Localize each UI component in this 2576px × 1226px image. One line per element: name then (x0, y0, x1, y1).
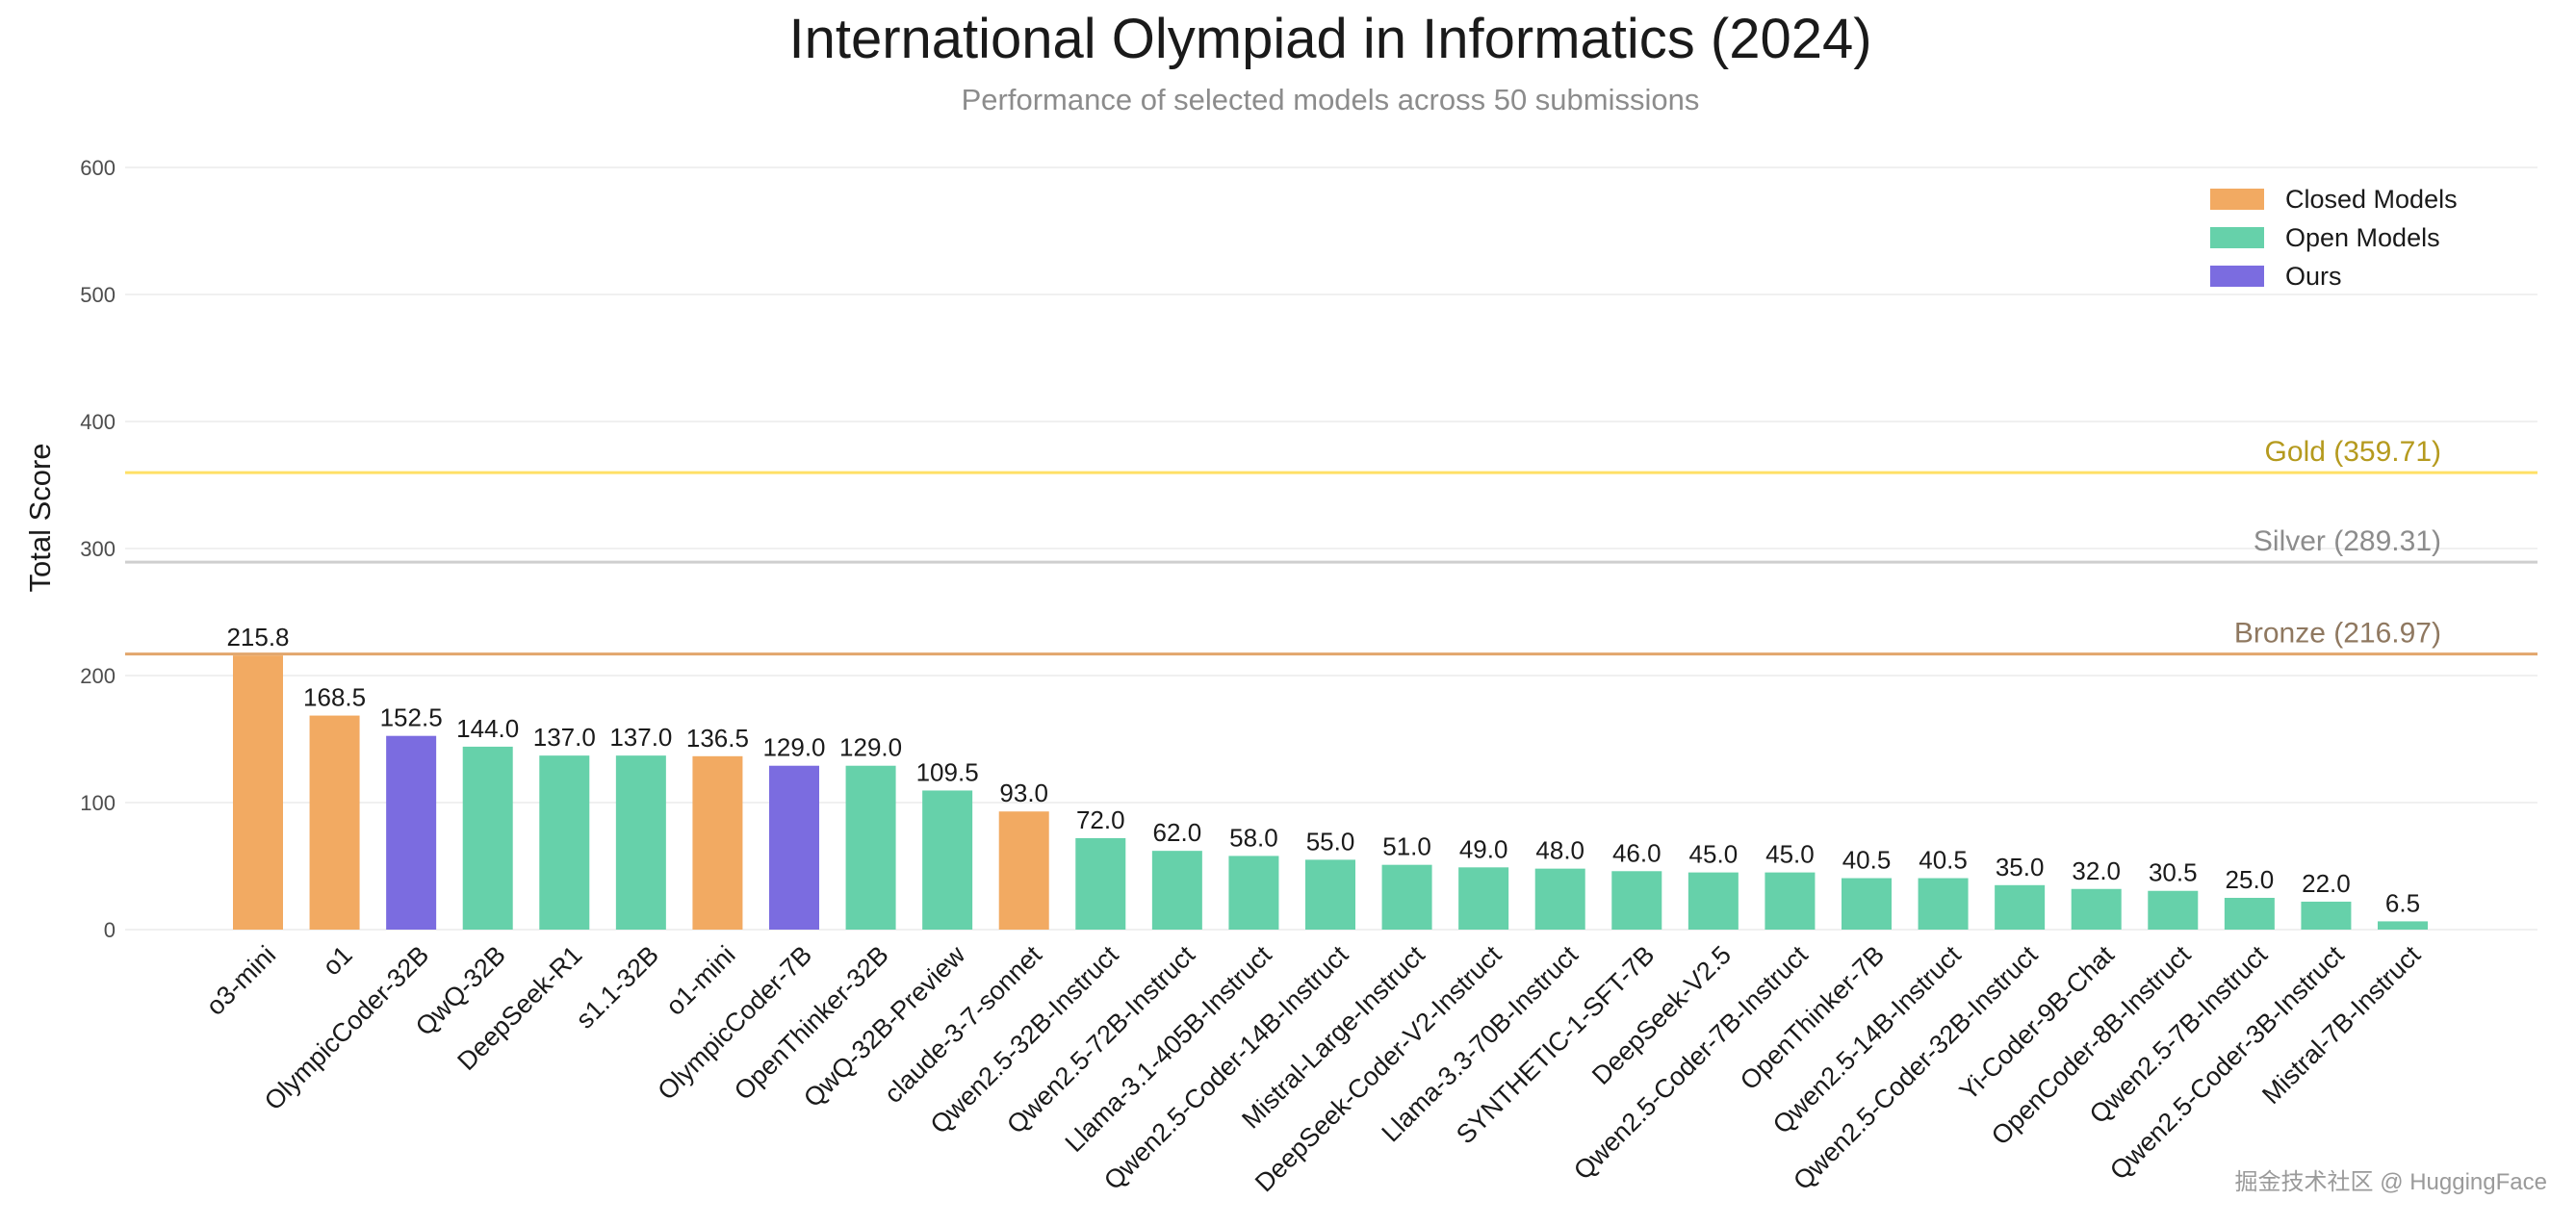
x-tick-label: o3-mini (200, 940, 281, 1021)
bar-value-label: 40.5 (1919, 846, 1968, 875)
reference-line-label: Silver (289.31) (2254, 525, 2441, 557)
bar-value-label: 32.0 (2072, 856, 2121, 885)
bar (1687, 872, 1739, 930)
bar-value-label: 129.0 (762, 733, 825, 762)
bar (462, 746, 513, 930)
bar (1534, 868, 1585, 930)
bar-value-label: 51.0 (1382, 832, 1431, 861)
x-tick-label: OpenThinker-7B (1735, 940, 1890, 1095)
y-tick-label: 600 (80, 156, 116, 180)
bar-value-label: 93.0 (999, 779, 1048, 807)
chart-subtitle: Performance of selected models across 50… (962, 83, 1700, 116)
bar-value-label: 6.5 (2385, 888, 2420, 917)
bar (2378, 921, 2428, 930)
reference-line-label: Bronze (216.97) (2234, 618, 2441, 650)
x-tick-label: DeepSeek-V2.5 (1586, 940, 1737, 1090)
bar-value-label: 168.5 (303, 683, 366, 712)
bar (1458, 867, 1509, 930)
bar (1611, 871, 1662, 930)
bar (769, 765, 819, 930)
bar-value-label: 30.5 (2149, 858, 2198, 887)
value-labels: 215.8 168.5 152.5 144.0 137.0 137.0 136.5 129.0… (226, 623, 2420, 917)
legend-swatch (2210, 189, 2264, 210)
bar (922, 790, 973, 930)
bar-value-label: 49.0 (1459, 834, 1508, 863)
y-tick-label: 500 (80, 283, 116, 307)
bar-value-label: 109.5 (916, 757, 979, 786)
bar-value-label: 48.0 (1535, 836, 1584, 865)
bar-value-label: 72.0 (1076, 805, 1125, 834)
bar (1075, 837, 1126, 930)
bar-value-label: 46.0 (1612, 838, 1662, 867)
bar-value-label: 137.0 (609, 723, 672, 752)
bar-value-label: 137.0 (533, 723, 596, 752)
bar (2224, 898, 2275, 930)
gridlines (125, 166, 2537, 931)
bar-value-label: 22.0 (2302, 869, 2351, 898)
legend-label: Closed Models (2285, 185, 2458, 214)
bar (1842, 878, 1892, 930)
watermark: 掘金技术社区 @ HuggingFace (2235, 1169, 2547, 1195)
legend-swatch (2210, 266, 2264, 287)
chart-title: International Olympiad in Informatics (2… (788, 8, 1871, 70)
y-tick-label: 100 (80, 791, 116, 815)
bar (1228, 856, 1279, 930)
bar (692, 755, 743, 930)
legend: Closed Models Open Models Ours (2210, 185, 2458, 291)
bar-value-label: 136.5 (686, 724, 749, 753)
bars (233, 655, 2428, 930)
legend-swatch (2210, 227, 2264, 248)
bar-value-label: 129.0 (839, 733, 902, 762)
bar-value-label: 40.5 (1842, 846, 1892, 875)
bar (386, 735, 437, 930)
bar (615, 755, 666, 930)
bar (2071, 888, 2122, 930)
bar (998, 811, 1049, 930)
medal-threshold-lines: Gold (359.71) Silver (289.31) Bronze (216.… (125, 436, 2537, 656)
bar-value-label: 215.8 (226, 623, 289, 651)
bar (233, 655, 283, 930)
bar (2301, 901, 2352, 930)
bar (1918, 878, 1969, 930)
bar-value-label: 35.0 (1996, 853, 2045, 881)
bar (1305, 859, 1355, 930)
x-tick-label: o1 (317, 940, 357, 981)
bar-value-label: 25.0 (2226, 865, 2275, 894)
legend-label: Open Models (2285, 223, 2440, 252)
y-tick-label: 400 (80, 410, 116, 434)
bar-value-label: 58.0 (1229, 823, 1278, 852)
y-tick-label: 200 (80, 664, 116, 688)
bar (309, 715, 360, 930)
reference-line-label: Gold (359.71) (2265, 436, 2441, 468)
bar-value-label: 144.0 (456, 714, 519, 743)
bar (1381, 864, 1432, 930)
bar (1995, 884, 2046, 930)
legend-label: Ours (2285, 262, 2342, 291)
y-tick-label: 300 (80, 537, 116, 561)
bar (539, 755, 590, 930)
bar (1151, 851, 1202, 930)
y-axis-ticks: 0 100 200 300 400 500 600 (80, 156, 116, 942)
bar-value-label: 45.0 (1765, 840, 1815, 869)
bar (845, 765, 896, 930)
bar-value-label: 62.0 (1153, 818, 1202, 847)
bar (2148, 890, 2199, 930)
y-tick-label: 0 (104, 918, 116, 942)
x-tick-label: s1.1-32B (570, 940, 664, 1034)
y-axis-label: Total Score (23, 443, 57, 592)
bar (1765, 872, 1816, 930)
bar-value-label: 45.0 (1689, 840, 1739, 869)
x-axis-ticks: o3-mini o1OlympicCoder-32BQwQ-32BDeepSeek… (200, 940, 2426, 1198)
bar-value-label: 152.5 (380, 703, 443, 732)
bar-value-label: 55.0 (1306, 827, 1355, 856)
